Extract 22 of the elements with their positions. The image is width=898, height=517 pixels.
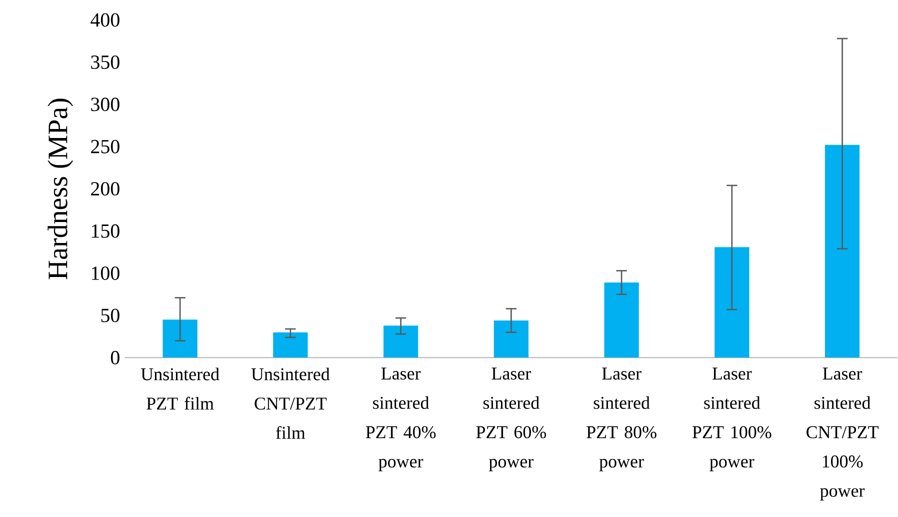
y-tick-label: 250 bbox=[91, 140, 120, 154]
y-tick-label: 50 bbox=[101, 308, 120, 322]
y-tick-label: 350 bbox=[91, 56, 120, 70]
x-tick-label: Laser sintered PZT 60% power bbox=[476, 368, 546, 472]
bar bbox=[494, 320, 528, 358]
bar bbox=[824, 145, 860, 358]
y-tick-label: 400 bbox=[90, 13, 120, 27]
y-tick-label: 200 bbox=[91, 182, 120, 196]
y-tick-label: 100 bbox=[92, 266, 120, 280]
x-tick-label: Unsintered PZT film bbox=[140, 368, 220, 410]
x-tick-label: Laser sintered CNT/PZT 100% power bbox=[806, 368, 878, 501]
x-tick-label: Laser sintered PZT 100% power bbox=[692, 368, 772, 472]
bar bbox=[383, 326, 418, 358]
x-tick-label: Laser sintered PZT 40% power bbox=[366, 368, 436, 472]
bar bbox=[273, 332, 308, 358]
x-tick-label: Laser sintered PZT 80% power bbox=[586, 368, 656, 472]
y-tick-label: 0 bbox=[110, 351, 120, 365]
y-tick-label: 150 bbox=[92, 224, 120, 238]
bar bbox=[604, 282, 639, 358]
y-axis-title: Hardness (MPa) bbox=[48, 99, 74, 280]
y-tick-label: 300 bbox=[91, 98, 120, 112]
x-tick-label: Unsintered CNT/PZT film bbox=[251, 368, 330, 440]
